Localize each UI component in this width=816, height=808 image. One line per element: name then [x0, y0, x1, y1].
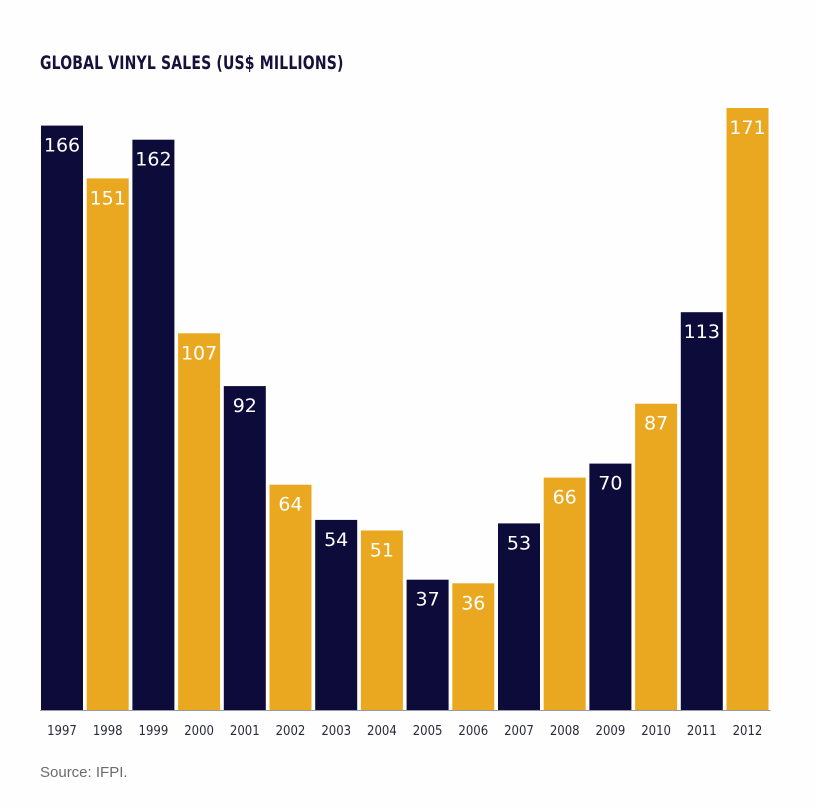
value-label-2010: 87 — [644, 413, 668, 435]
value-label-1997: 166 — [44, 135, 80, 157]
value-label-2011: 113 — [684, 321, 720, 343]
chart-title: GLOBAL VINYL SALES (US$ MILLIONS) — [40, 52, 344, 74]
value-labels-group: 166 151 162 107 92 64 54 51 37 36 53 66 70 87 113 171 — [44, 117, 766, 614]
bar-2009 — [589, 463, 632, 710]
bar-2007 — [498, 523, 540, 710]
bar-2006 — [452, 583, 495, 710]
x-tick-label-2012: 2012 — [733, 724, 763, 739]
bar-2012 — [726, 108, 769, 710]
value-label-2000: 107 — [181, 342, 217, 364]
bar-2005 — [406, 579, 449, 710]
bar-2010 — [635, 403, 678, 710]
bar-1998 — [86, 178, 129, 710]
bar-2008 — [543, 477, 586, 710]
x-tick-label-1998: 1998 — [93, 724, 123, 739]
bar-1999 — [132, 139, 175, 710]
x-tick-label-2008: 2008 — [550, 724, 580, 739]
x-tick-label-2000: 2000 — [184, 724, 214, 739]
x-tick-label-2007: 2007 — [504, 724, 534, 739]
value-label-2003: 54 — [324, 529, 348, 551]
x-tick-label-2002: 2002 — [276, 724, 306, 739]
x-tick-labels-group: 1997 1998 1999 2000 2001 2002 2003 2004 2005 2006… — [47, 724, 762, 739]
bar-2011 — [680, 312, 723, 710]
value-label-1999: 162 — [135, 149, 171, 171]
value-label-2008: 66 — [553, 487, 577, 509]
x-tick-label-2005: 2005 — [413, 724, 443, 739]
value-label-1998: 151 — [90, 187, 126, 209]
x-tick-label-2001: 2001 — [230, 724, 260, 739]
bar-2000 — [178, 333, 221, 710]
value-label-2002: 64 — [278, 494, 302, 516]
x-tick-label-1997: 1997 — [47, 724, 77, 739]
value-label-2007: 53 — [507, 532, 531, 554]
value-label-2005: 37 — [416, 589, 440, 611]
value-label-2006: 36 — [461, 592, 485, 614]
x-tick-label-2011: 2011 — [687, 724, 717, 739]
bar-2003 — [315, 519, 358, 710]
bar-2001 — [223, 386, 266, 710]
source-note: Source: IFPI. — [40, 764, 128, 781]
value-label-2001: 92 — [233, 395, 257, 417]
x-tick-label-2004: 2004 — [367, 724, 397, 739]
bar-1997 — [41, 125, 83, 711]
bars-group — [41, 108, 769, 711]
value-label-2012: 171 — [729, 117, 765, 139]
value-label-2009: 70 — [598, 473, 622, 495]
x-tick-label-1999: 1999 — [139, 724, 169, 739]
x-tick-label-2003: 2003 — [321, 724, 351, 739]
x-tick-label-2010: 2010 — [641, 724, 671, 739]
bar-2002 — [269, 484, 312, 710]
x-tick-label-2006: 2006 — [458, 724, 488, 739]
x-tick-label-2009: 2009 — [596, 724, 626, 739]
bar-2004 — [360, 530, 403, 710]
value-label-2004: 51 — [370, 540, 394, 562]
